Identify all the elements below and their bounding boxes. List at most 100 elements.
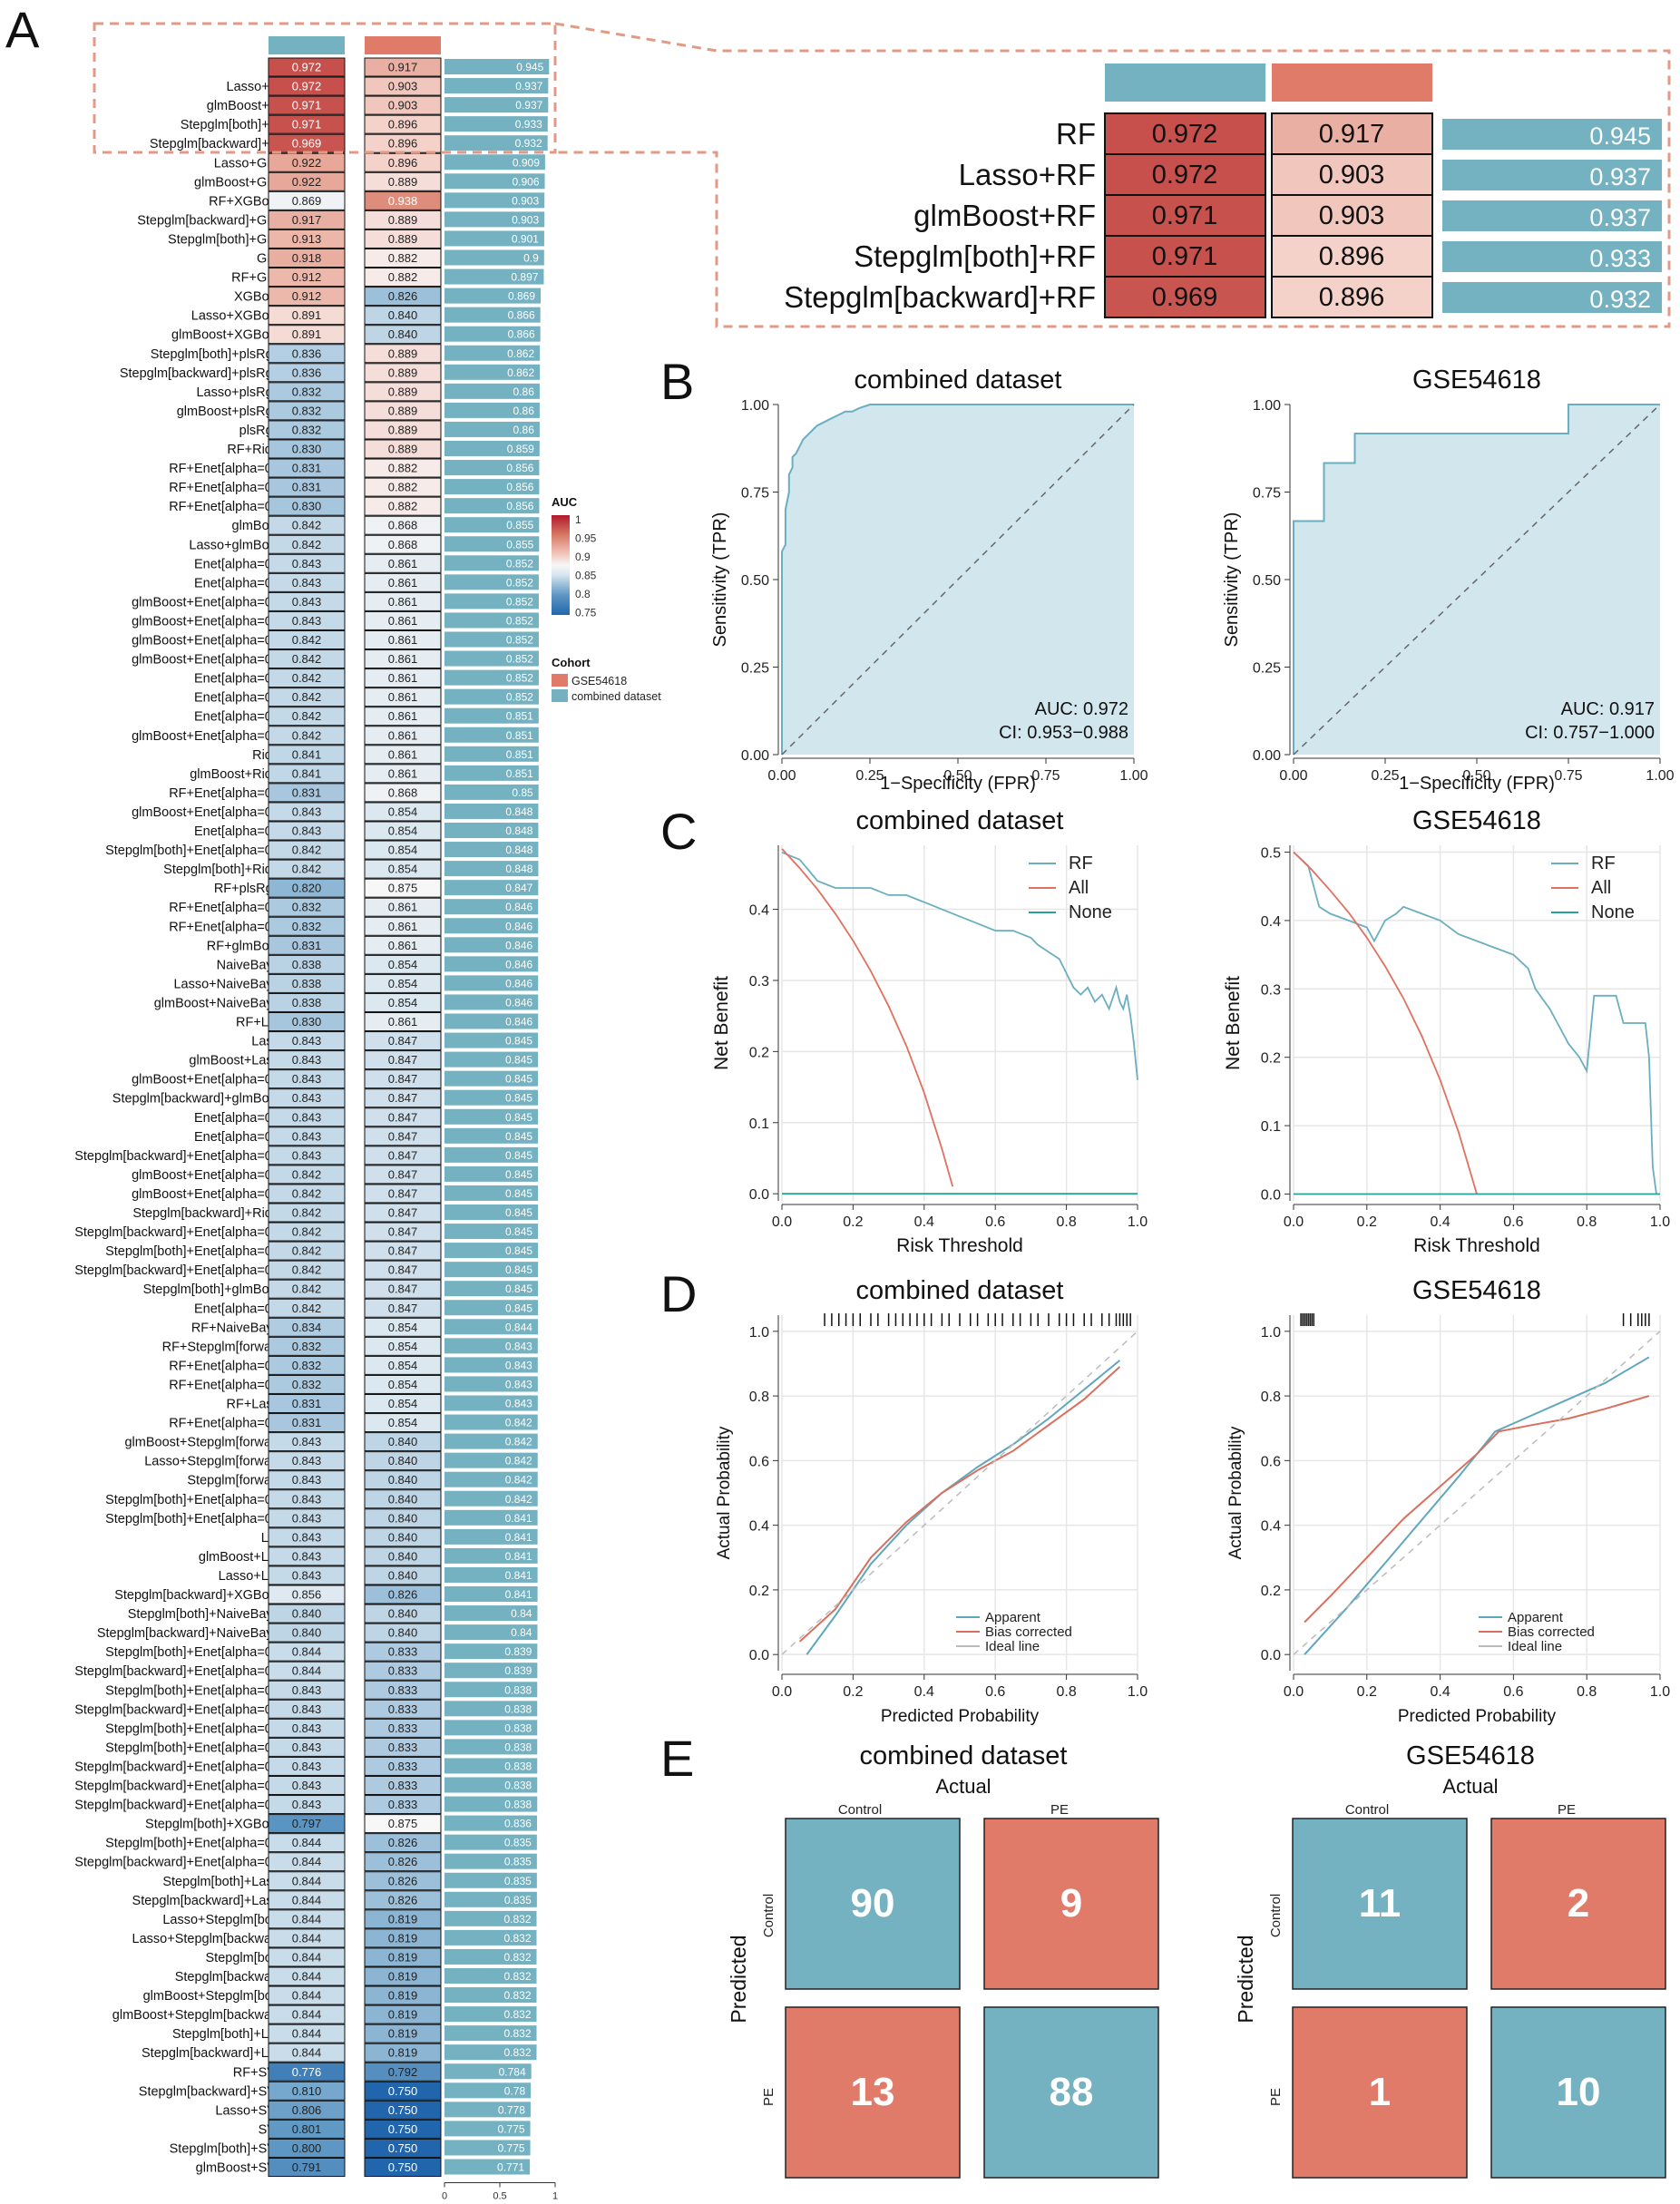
predicted-axis-label: Predicted [1234,1935,1257,2023]
x-tick-label: 0.8 [1577,1684,1597,1700]
confusion-count: 2 [1568,1881,1589,1926]
heat-cell-value: 0.832 [292,1359,322,1372]
y-axis-label: Net Benefit [1223,976,1244,1070]
confusion-matrix: combined dataset Actual Control PE Predicted… [727,1741,1159,2179]
heat-cell [364,783,442,803]
actual-axis-label: Actual [1442,1775,1498,1798]
mean-auc-value: 0.838 [504,1683,532,1696]
zoom-mean-bar [1442,282,1662,313]
zoom-row-label: Stepglm[backward]+RF [784,280,1096,314]
cohort-legend-title: Cohort [552,656,591,669]
x-tick-label: 0.25 [855,768,884,784]
heat-cell [268,630,346,649]
mean-auc-value: 0.838 [504,1760,532,1772]
row-label: glmBoost+Ridge [190,767,287,782]
heat-cell [364,878,442,898]
heat-cell [268,859,346,879]
auc-legend-tick: 0.9 [575,551,591,563]
mean-auc-bar [444,2063,532,2080]
zoom-heat-cell [1271,276,1433,318]
y-tick-label: 0.25 [1253,661,1281,677]
heat-cell-value: 0.847 [388,1072,418,1086]
heat-cell [364,1355,442,1375]
heat-cell [364,1317,442,1337]
heat-cell [364,572,442,592]
heat-cell-value: 0.843 [292,614,322,628]
row-label: glmBoost+Enet[alpha=0.7] [132,1168,287,1183]
legend-label: Bias corrected [985,1624,1072,1640]
heat-cell [268,878,346,898]
bar-axis-tick-label: 1 [552,2191,558,2202]
mean-auc-value: 0.848 [505,805,532,818]
mean-auc-value: 0.838 [504,1721,532,1734]
heat-cell-value: 0.842 [292,671,322,685]
zoom-mean-value: 0.937 [1589,204,1651,231]
heat-cell-value: 0.832 [292,404,322,417]
auc-legend-title: AUC [552,495,578,509]
mean-auc-value: 0.843 [505,1340,532,1352]
heat-cell-value: 0.917 [292,213,322,227]
mean-auc-value: 0.897 [511,271,538,284]
mean-auc-bar [444,1701,538,1717]
heat-cell [268,1814,346,1834]
heat-cell-value: 0.882 [388,481,418,494]
mean-auc-value: 0.846 [505,996,532,1009]
heat-cell [268,2081,346,2101]
mean-auc-bar [444,2102,531,2118]
row-label: Stepglm[both]+Ridge [163,863,287,877]
bar-axis-tick-label: 0 [442,2191,447,2202]
heat-cell [268,553,346,573]
x-tick-label: 1.0 [1650,1214,1670,1230]
mean-auc-value: 0.832 [503,2008,531,2021]
heat-cell-value: 0.861 [388,901,418,914]
heat-cell-value: 0.918 [292,251,322,265]
heat-cell [364,1947,442,1967]
heat-cell [364,229,442,249]
heat-cell-value: 0.844 [292,2027,322,2041]
mean-auc-bar [444,1663,538,1679]
roc-curve [781,404,1134,755]
heat-cell [364,726,442,746]
zoom-header-combined [1105,63,1265,102]
heat-cell [268,496,346,516]
heat-cell [268,1966,346,1986]
heatmap-panel-a: RF0.9720.9170.945Lasso+RF0.9720.9030.937… [74,36,661,2202]
heat-cell-value: 0.842 [292,844,322,857]
panel-labels: A B C D E [5,1,697,1787]
heat-cell [268,344,346,364]
heat-cell-value: 0.750 [388,2084,418,2098]
mean-auc-value: 0.851 [506,729,533,742]
heat-cell-value: 0.826 [388,1855,418,1868]
heat-cell-value: 0.875 [388,1817,418,1830]
heat-cell [268,1069,346,1089]
mean-auc-bar [444,78,549,94]
heat-cell [268,1928,346,1948]
mean-auc-value: 0.836 [504,1818,532,1830]
heat-cell [268,1699,346,1719]
row-label: glmBoost+RF [207,99,287,113]
auc-legend-tick: 0.95 [575,532,597,545]
x-tick-label: 0.2 [1357,1214,1377,1230]
mean-auc-value: 0.945 [516,61,543,73]
heat-cell-value: 0.843 [292,1034,322,1048]
mean-auc-bar [444,1624,538,1641]
mean-auc-bar [444,1853,537,1869]
heat-cell [364,1527,442,1547]
heat-cell-value: 0.843 [292,1129,322,1143]
confusion-cell [785,2006,961,2179]
heat-cell [364,1795,442,1815]
heat-cell-value: 0.800 [292,2141,322,2155]
heat-cell-value: 0.969 [292,137,322,151]
row-label: Stepglm[both]+Enet[alpha=0.4] [105,1244,287,1259]
y-tick-label: 0.4 [749,903,769,919]
zoom-mean-value: 0.945 [1589,122,1651,150]
confusion-count: 10 [1557,2070,1601,2114]
heat-cell-value: 0.844 [292,1893,322,1907]
heat-cell-value: 0.820 [292,882,322,895]
confusion-count: 9 [1060,1881,1082,1926]
heat-cell-value: 0.844 [292,1645,322,1659]
heat-cell [268,1432,346,1452]
heat-cell [364,1260,442,1280]
x-tick-label: 0.4 [914,1684,934,1700]
heat-cell-value: 0.832 [292,901,322,914]
